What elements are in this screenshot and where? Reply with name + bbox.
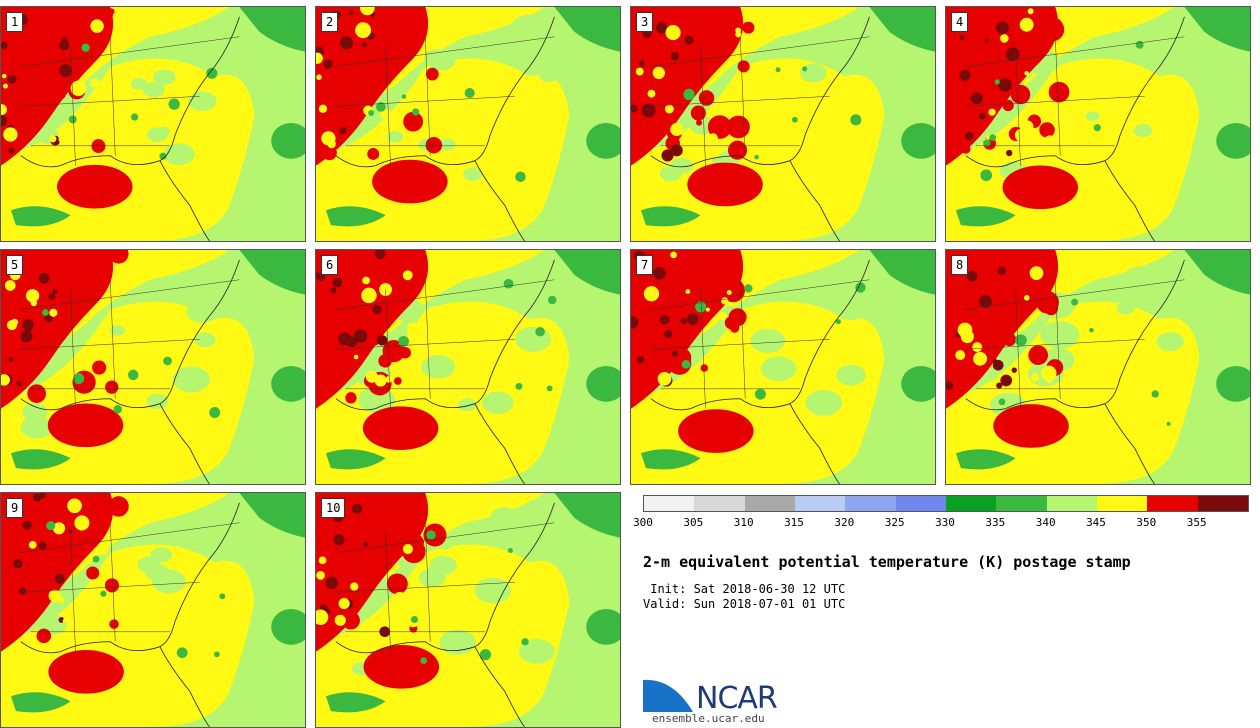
member-number: 3 — [636, 12, 654, 32]
colorbar-tick-label: 310 — [733, 516, 754, 529]
colorbar-tick-label: 305 — [683, 516, 704, 529]
member-number: 5 — [6, 255, 24, 275]
colorbar-swatch — [845, 496, 896, 511]
member-number: 6 — [321, 255, 339, 275]
ensemble-member-panel: 7 — [630, 249, 936, 485]
ensemble-member-panel: 5 — [0, 249, 306, 485]
member-number: 1 — [6, 12, 24, 32]
run-info: Init: Sat 2018-06-30 12 UTC Valid: Sun 2… — [643, 582, 845, 612]
logo-url: ensemble.ucar.edu — [652, 712, 765, 725]
colorbar-swatch — [1197, 496, 1248, 511]
colorbar-swatch — [744, 496, 795, 511]
colorbar-tick-label: 355 — [1186, 516, 1207, 529]
colorbar-swatch — [794, 496, 846, 511]
colorbar-tick-label: 330 — [935, 516, 955, 529]
colorbar-swatch — [644, 496, 695, 511]
member-number: 2 — [321, 12, 339, 32]
colorbar-swatch — [895, 496, 946, 511]
member-number: 8 — [951, 255, 969, 275]
ensemble-member-panel: 9 — [0, 492, 306, 728]
member-number: 7 — [636, 255, 654, 275]
colorbar-swatch — [1096, 496, 1148, 511]
ensemble-member-panel: 4 — [945, 6, 1251, 242]
ensemble-member-panel: 1 — [0, 6, 306, 242]
colorbar-tick-label: 315 — [784, 516, 804, 529]
colorbar-tick-label: 350 — [1136, 516, 1157, 529]
logo-name: NCAR — [696, 681, 778, 716]
colorbar-swatch — [1046, 496, 1097, 511]
colorbar-tick-label: 345 — [1086, 516, 1106, 529]
member-number: 10 — [321, 498, 346, 518]
ncar-logo-icon — [643, 674, 696, 712]
colorbar-tick-label: 325 — [884, 516, 905, 529]
colorbar-tick-label: 335 — [985, 516, 1006, 529]
init-time: Init: Sat 2018-06-30 12 UTC — [643, 582, 846, 596]
colorbar — [643, 495, 1249, 512]
ensemble-member-panel: 6 — [315, 249, 621, 485]
ensemble-member-panel: 8 — [945, 249, 1251, 485]
ensemble-member-panel: 2 — [315, 6, 621, 242]
colorbar-tick-label: 340 — [1035, 516, 1056, 529]
colorbar-tick-label: 300 — [633, 516, 653, 529]
figure-title: 2-m equivalent potential temperature (K)… — [643, 553, 1131, 571]
valid-time: Valid: Sun 2018-07-01 01 UTC — [643, 597, 846, 611]
colorbar-swatch — [945, 496, 997, 511]
ensemble-member-panel: 3 — [630, 6, 936, 242]
member-number: 9 — [6, 498, 24, 518]
colorbar-tick-label: 320 — [834, 516, 855, 529]
colorbar-swatch — [1147, 496, 1198, 511]
member-number: 4 — [951, 12, 969, 32]
ensemble-member-panel: 10 — [315, 492, 621, 728]
colorbar-swatch — [996, 496, 1047, 511]
colorbar-swatch — [694, 496, 745, 511]
